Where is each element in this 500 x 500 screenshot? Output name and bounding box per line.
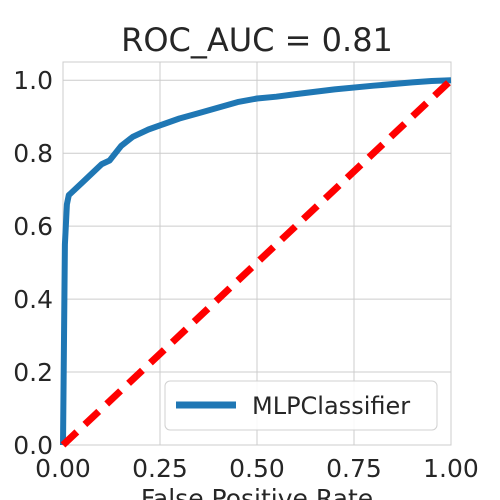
y-tick-labels: 0.0 0.2 0.4 0.6 0.8 1.0 bbox=[13, 66, 53, 460]
x-tick-label: 0.75 bbox=[326, 454, 382, 483]
x-tick-label: 0.50 bbox=[229, 454, 285, 483]
x-tick-label: 1.00 bbox=[423, 454, 479, 483]
chart-title: ROC_AUC = 0.81 bbox=[121, 21, 393, 59]
x-tick-label: 0.00 bbox=[35, 454, 91, 483]
legend-label-mlpclassifier: MLPClassifier bbox=[252, 392, 410, 420]
y-tick-label: 0.2 bbox=[13, 358, 53, 387]
y-tick-label: 0.0 bbox=[13, 431, 53, 460]
x-tick-label: 0.25 bbox=[132, 454, 188, 483]
x-axis-label: False Positive Rate bbox=[141, 484, 373, 500]
series-lines bbox=[60, 77, 454, 448]
x-tick-labels: 0.00 0.25 0.50 0.75 1.00 bbox=[35, 454, 479, 483]
y-tick-label: 1.0 bbox=[13, 66, 53, 95]
roc-curve-mlpclassifier bbox=[60, 77, 452, 446]
legend-box bbox=[164, 380, 438, 431]
y-tick-label: 0.4 bbox=[13, 285, 53, 314]
y-tick-label: 0.6 bbox=[13, 212, 53, 241]
legend: MLPClassifier bbox=[164, 380, 438, 431]
y-tick-label: 0.8 bbox=[13, 139, 53, 168]
